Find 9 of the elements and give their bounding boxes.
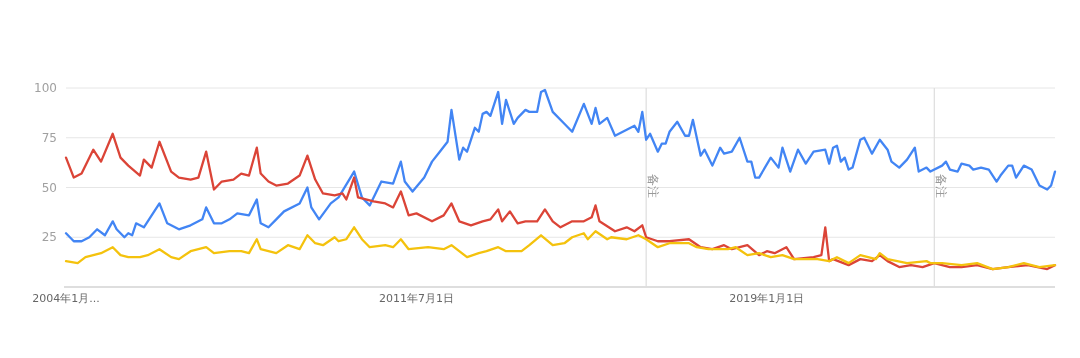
- x-tick-label: 2019年1月1日: [729, 292, 805, 305]
- y-tick-label: 100: [34, 81, 57, 95]
- y-tick-label: 50: [41, 180, 57, 195]
- y-tick-label: 75: [41, 130, 57, 145]
- ref-line-label: 备注: [934, 174, 949, 198]
- x-tick-label: 2011年7月1日: [378, 292, 454, 305]
- ref-line-label: 备注: [646, 174, 661, 198]
- x-tick-label: 2004年1月...: [32, 292, 100, 305]
- y-tick-label: 25: [41, 230, 57, 245]
